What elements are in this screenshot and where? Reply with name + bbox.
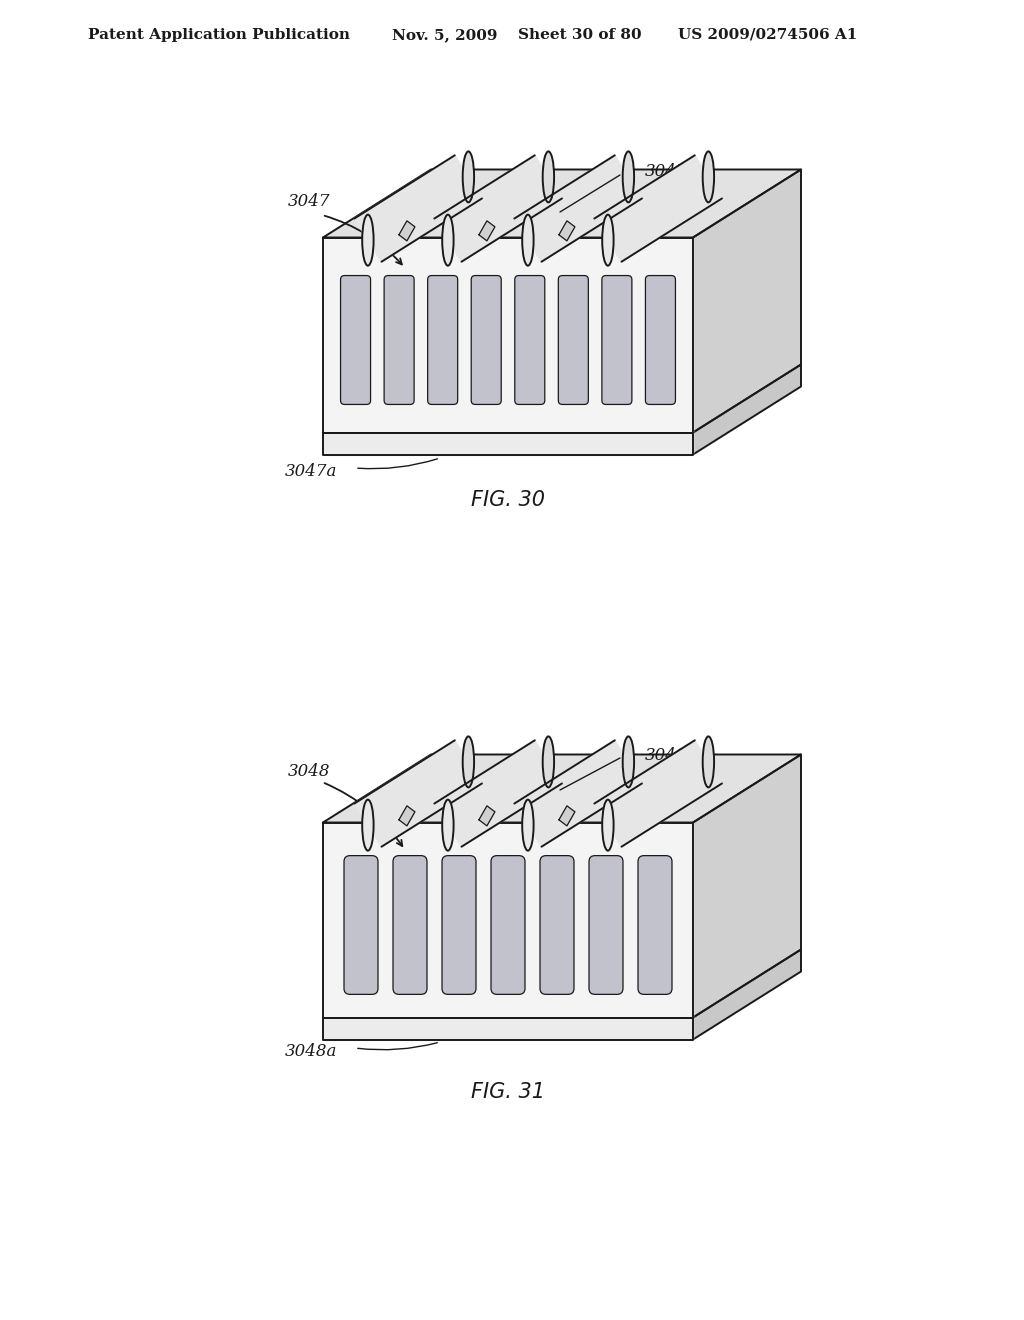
Polygon shape — [323, 169, 801, 238]
Polygon shape — [559, 220, 574, 240]
FancyBboxPatch shape — [393, 855, 427, 994]
Ellipse shape — [362, 215, 374, 265]
Ellipse shape — [442, 800, 454, 850]
Polygon shape — [594, 156, 722, 261]
Polygon shape — [323, 433, 693, 454]
FancyBboxPatch shape — [558, 276, 589, 404]
FancyBboxPatch shape — [341, 276, 371, 404]
FancyBboxPatch shape — [442, 855, 476, 994]
FancyBboxPatch shape — [602, 276, 632, 404]
Polygon shape — [323, 755, 801, 822]
Ellipse shape — [543, 737, 554, 788]
FancyBboxPatch shape — [344, 855, 378, 994]
Polygon shape — [323, 1018, 693, 1040]
Text: 3047: 3047 — [288, 194, 331, 210]
Polygon shape — [693, 755, 801, 1018]
Polygon shape — [434, 741, 562, 846]
Polygon shape — [399, 805, 415, 826]
Ellipse shape — [623, 152, 634, 202]
Polygon shape — [354, 741, 482, 846]
Polygon shape — [559, 805, 574, 826]
Text: 3048b: 3048b — [645, 747, 698, 763]
Ellipse shape — [602, 800, 613, 850]
Text: US 2009/0274506 A1: US 2009/0274506 A1 — [678, 28, 857, 42]
Polygon shape — [594, 741, 722, 846]
Ellipse shape — [463, 737, 474, 788]
Text: 3047a: 3047a — [285, 463, 337, 480]
Polygon shape — [514, 156, 642, 261]
Polygon shape — [693, 169, 801, 433]
Text: Patent Application Publication: Patent Application Publication — [88, 28, 350, 42]
FancyBboxPatch shape — [638, 855, 672, 994]
FancyBboxPatch shape — [428, 276, 458, 404]
FancyBboxPatch shape — [589, 855, 623, 994]
Polygon shape — [479, 220, 495, 240]
Ellipse shape — [522, 800, 534, 850]
Text: FIG. 31: FIG. 31 — [471, 1082, 545, 1102]
Text: 3048a: 3048a — [285, 1044, 337, 1060]
Ellipse shape — [702, 737, 714, 788]
Polygon shape — [434, 156, 562, 261]
FancyBboxPatch shape — [645, 276, 676, 404]
Text: 3048: 3048 — [288, 763, 331, 780]
Text: 3047b: 3047b — [645, 164, 698, 181]
Polygon shape — [354, 156, 482, 261]
Polygon shape — [693, 949, 801, 1040]
Polygon shape — [399, 220, 415, 240]
FancyBboxPatch shape — [540, 855, 574, 994]
FancyBboxPatch shape — [384, 276, 414, 404]
Ellipse shape — [702, 152, 714, 202]
FancyBboxPatch shape — [471, 276, 501, 404]
FancyBboxPatch shape — [515, 276, 545, 404]
Polygon shape — [693, 364, 801, 454]
Ellipse shape — [522, 215, 534, 265]
Text: Nov. 5, 2009: Nov. 5, 2009 — [392, 28, 498, 42]
Polygon shape — [323, 822, 693, 1018]
Text: FIG. 30: FIG. 30 — [471, 490, 545, 510]
Ellipse shape — [623, 737, 634, 788]
Polygon shape — [514, 741, 642, 846]
Ellipse shape — [602, 215, 613, 265]
Polygon shape — [323, 238, 693, 433]
Ellipse shape — [442, 215, 454, 265]
Polygon shape — [479, 805, 495, 826]
Ellipse shape — [543, 152, 554, 202]
FancyBboxPatch shape — [490, 855, 525, 994]
Ellipse shape — [463, 152, 474, 202]
Ellipse shape — [362, 800, 374, 850]
Text: Sheet 30 of 80: Sheet 30 of 80 — [518, 28, 642, 42]
